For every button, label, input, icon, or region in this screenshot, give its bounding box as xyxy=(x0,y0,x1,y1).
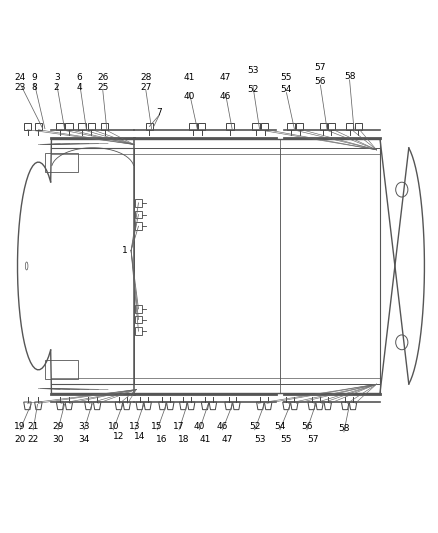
Text: 40: 40 xyxy=(184,92,195,101)
Text: 33: 33 xyxy=(78,422,90,431)
Text: 40: 40 xyxy=(194,422,205,431)
Text: 23: 23 xyxy=(14,83,26,92)
Text: 56: 56 xyxy=(301,422,313,431)
Text: 9: 9 xyxy=(32,73,37,82)
Text: 12: 12 xyxy=(113,432,124,441)
Text: 55: 55 xyxy=(281,73,292,82)
Text: 4: 4 xyxy=(77,83,82,92)
Text: 54: 54 xyxy=(274,422,286,431)
Text: 7: 7 xyxy=(156,108,162,117)
Text: 41: 41 xyxy=(184,73,195,82)
Text: 47: 47 xyxy=(222,435,233,444)
Text: 46: 46 xyxy=(217,422,228,431)
Text: 52: 52 xyxy=(249,422,260,431)
Text: 53: 53 xyxy=(254,435,266,444)
Text: 55: 55 xyxy=(280,435,291,444)
Text: 17: 17 xyxy=(173,422,185,431)
Text: 6: 6 xyxy=(77,73,83,82)
Text: 52: 52 xyxy=(247,85,258,94)
Text: 26: 26 xyxy=(97,73,109,82)
Text: 19: 19 xyxy=(14,422,26,431)
Text: 41: 41 xyxy=(199,435,211,444)
Text: 1: 1 xyxy=(122,246,127,255)
Text: 29: 29 xyxy=(52,422,64,431)
Text: 27: 27 xyxy=(140,83,152,92)
Text: 56: 56 xyxy=(314,77,326,86)
Text: 8: 8 xyxy=(32,83,37,92)
Text: 2: 2 xyxy=(54,83,60,92)
Text: 57: 57 xyxy=(314,63,326,72)
Text: 24: 24 xyxy=(14,73,26,82)
Text: 30: 30 xyxy=(52,435,64,444)
Text: 13: 13 xyxy=(129,422,141,431)
Text: 14: 14 xyxy=(134,432,145,441)
Text: 18: 18 xyxy=(177,435,189,444)
Text: 46: 46 xyxy=(220,92,231,101)
Text: 54: 54 xyxy=(281,85,292,94)
Text: 47: 47 xyxy=(220,73,231,82)
Text: 57: 57 xyxy=(307,435,318,444)
Text: 3: 3 xyxy=(54,73,60,82)
Text: 16: 16 xyxy=(156,435,167,444)
Text: 21: 21 xyxy=(28,422,39,431)
Text: 25: 25 xyxy=(97,83,109,92)
Text: 34: 34 xyxy=(78,435,90,444)
Text: 53: 53 xyxy=(247,66,259,75)
Text: 22: 22 xyxy=(28,435,39,444)
Text: 15: 15 xyxy=(152,422,163,431)
Text: 58: 58 xyxy=(338,424,350,433)
Text: 20: 20 xyxy=(14,435,26,444)
Text: 10: 10 xyxy=(107,422,119,431)
Text: 58: 58 xyxy=(344,72,355,81)
Text: 28: 28 xyxy=(140,73,152,82)
